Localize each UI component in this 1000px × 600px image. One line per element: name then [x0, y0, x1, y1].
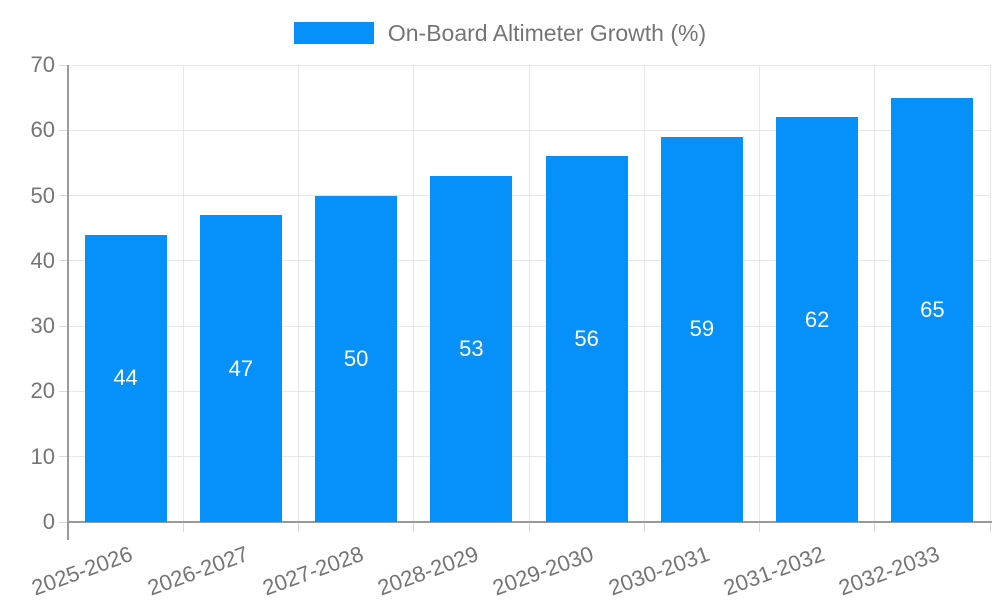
bar-value-label: 56	[574, 326, 599, 352]
x-gridline	[413, 65, 415, 522]
x-category-label: 2030-2031	[605, 541, 713, 600]
bar	[430, 175, 513, 522]
y-tick	[59, 195, 68, 197]
y-tick-label: 10	[30, 443, 55, 469]
bar-value-label: 53	[459, 335, 484, 361]
y-tick	[59, 456, 68, 458]
x-gridline	[298, 65, 299, 522]
x-category-label: 2031-2032	[720, 541, 828, 600]
bar-value-label: 59	[689, 316, 715, 342]
x-axis-line	[67, 521, 992, 523]
bar	[545, 156, 628, 522]
y-tick-label: 0	[42, 509, 55, 534]
bar	[199, 215, 282, 522]
legend[interactable]: On-Board Altimeter Growth (%)	[0, 18, 1000, 48]
x-gridline	[643, 65, 645, 522]
bar-value-label: 44	[113, 365, 138, 391]
y-axis-line	[67, 65, 69, 540]
bar	[660, 136, 743, 522]
x-category-label: 2029-2030	[489, 541, 598, 600]
bar	[891, 97, 974, 522]
x-tick	[528, 522, 530, 532]
y-tick	[59, 64, 68, 66]
y-tick	[59, 521, 68, 523]
bar	[84, 234, 167, 522]
bar	[776, 117, 859, 522]
x-category-label: 2027-2028	[259, 541, 367, 600]
x-category-label: 2025-2026	[28, 541, 137, 600]
x-tick	[182, 522, 184, 532]
x-tick	[759, 522, 760, 532]
y-tick-label: 70	[30, 52, 55, 77]
legend-label: On-Board Altimeter Growth (%)	[387, 20, 707, 46]
bar-value-label: 62	[804, 306, 830, 332]
x-category-label: 2032-2033	[835, 541, 943, 600]
x-tick	[989, 522, 991, 532]
x-tick	[874, 522, 876, 532]
y-tick	[59, 260, 68, 262]
bar-value-label: 50	[343, 345, 369, 371]
x-gridline	[528, 65, 530, 522]
y-tick-label: 40	[30, 247, 55, 273]
y-tick-label: 20	[30, 378, 55, 404]
y-tick	[59, 129, 68, 131]
y-tick	[59, 390, 68, 392]
x-category-label: 2028-2029	[374, 541, 482, 600]
y-tick-label: 30	[30, 313, 55, 339]
x-tick	[298, 522, 299, 532]
bar-value-label: 47	[228, 355, 254, 381]
bar	[315, 195, 398, 522]
x-gridline	[989, 65, 991, 522]
y-tick-label: 50	[30, 182, 55, 208]
x-tick	[413, 522, 415, 532]
x-gridline	[182, 65, 184, 522]
y-tick	[59, 325, 68, 327]
x-tick	[643, 522, 645, 532]
legend-swatch	[293, 22, 374, 44]
y-tick-label: 60	[30, 117, 55, 143]
bar-value-label: 65	[920, 296, 945, 322]
x-gridline	[874, 65, 876, 522]
x-category-label: 2026-2027	[144, 541, 252, 600]
x-gridline	[759, 65, 760, 522]
